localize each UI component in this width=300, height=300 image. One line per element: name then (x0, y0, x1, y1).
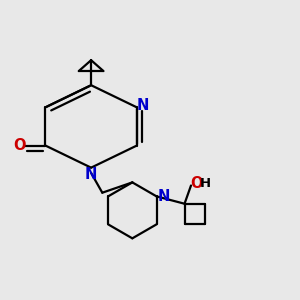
Text: O: O (190, 176, 202, 190)
Text: O: O (13, 138, 26, 153)
Text: N: N (158, 189, 170, 204)
Text: N: N (85, 167, 97, 182)
Text: N: N (137, 98, 149, 113)
Text: H: H (200, 177, 211, 190)
